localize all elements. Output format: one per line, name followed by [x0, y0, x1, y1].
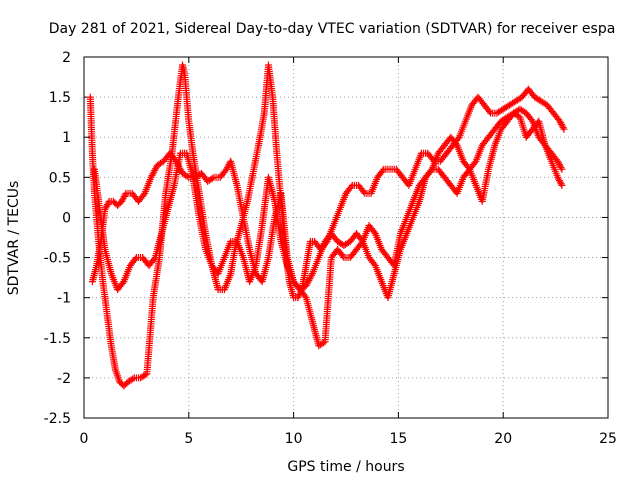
data-point-interp [557, 164, 565, 172]
data-point-interp [131, 255, 139, 263]
data-point-interp [319, 339, 327, 347]
data-point-interp [121, 191, 129, 199]
data-point-interp [454, 135, 462, 143]
data-point [223, 165, 231, 173]
data-point-interp [378, 167, 386, 175]
x-tick-label: 0 [80, 431, 89, 447]
x-tick-label: 15 [389, 431, 407, 447]
data-point-interp [557, 119, 565, 127]
data-point-interp [558, 122, 566, 130]
data-point-interp [339, 252, 347, 260]
x-tick-label: 20 [494, 431, 512, 447]
data-point-interp [555, 159, 563, 167]
data-points [86, 61, 568, 390]
data-point-interp [140, 191, 148, 199]
data-point-interp [556, 178, 564, 186]
y-tick-label: -2.5 [44, 411, 71, 427]
data-point-interp [555, 175, 563, 183]
data-point-interp [360, 188, 368, 196]
series-trace-c [90, 105, 566, 302]
data-point-interp [358, 236, 366, 244]
data-point-interp [308, 271, 316, 279]
y-tick-label: -1 [57, 291, 71, 307]
data-point-interp [485, 108, 493, 116]
data-point [558, 181, 566, 189]
x-tick-label: 10 [285, 431, 303, 447]
data-point-interp [119, 279, 127, 287]
y-tick-label: -2 [57, 371, 71, 387]
data-point-interp [471, 159, 479, 167]
y-tick-label: -1.5 [44, 331, 71, 347]
data-point [558, 165, 566, 173]
data-point-interp [295, 292, 303, 300]
y-tick-label: -0.5 [44, 251, 71, 267]
y-tick-label: 1 [62, 130, 71, 146]
data-point-interp [103, 201, 111, 209]
data-point-interp [427, 167, 435, 175]
data-point-interp [208, 174, 216, 182]
data-point-interp [102, 204, 110, 212]
data-point-interp [555, 160, 563, 168]
data-point-interp [370, 260, 378, 268]
data-point-interp [120, 193, 128, 201]
chart-title: Day 281 of 2021, Sidereal Day-to-day VTE… [49, 21, 616, 37]
data-point [556, 117, 564, 125]
data-point [560, 125, 568, 133]
data-point-interp [150, 255, 158, 263]
data-point [118, 197, 126, 205]
x-axis-label: GPS time / hours [287, 459, 404, 475]
data-point [294, 294, 302, 302]
y-tick-labels: -2.5 -2 -1.5 -1 -0.5 0 0.5 1 1.5 2 [44, 50, 71, 427]
data-point-interp [559, 124, 567, 132]
data-point-interp [103, 202, 111, 210]
data-point-interp [556, 162, 564, 170]
data-point-interp [557, 120, 565, 128]
data-point-interp [452, 140, 460, 148]
data-point-interp [347, 183, 355, 191]
x-tick-label: 5 [184, 431, 193, 447]
y-tick-label: 2 [62, 50, 71, 66]
y-tick-label: 0 [62, 210, 71, 226]
data-point-interp [104, 199, 112, 207]
data-point-interp [557, 180, 565, 188]
data-point-interp [527, 116, 535, 124]
data-point-interp [370, 228, 378, 236]
data-point-interp [183, 172, 191, 180]
data-point-interp [119, 194, 127, 202]
plot-frame [83, 56, 609, 419]
data-point-interp [301, 292, 309, 300]
data-point-interp [129, 375, 137, 383]
y-tick-label: 1.5 [49, 90, 71, 106]
y-tick-label: 0.5 [49, 170, 71, 186]
x-tick-labels: 0 5 10 15 20 25 [80, 431, 617, 447]
data-point [554, 157, 562, 165]
data-point-interp [555, 177, 563, 185]
data-point-interp [119, 196, 127, 204]
y-axis-label: SDTVAR / TECUs [6, 181, 22, 296]
x-tick-label: 25 [599, 431, 617, 447]
data-point [554, 173, 562, 181]
